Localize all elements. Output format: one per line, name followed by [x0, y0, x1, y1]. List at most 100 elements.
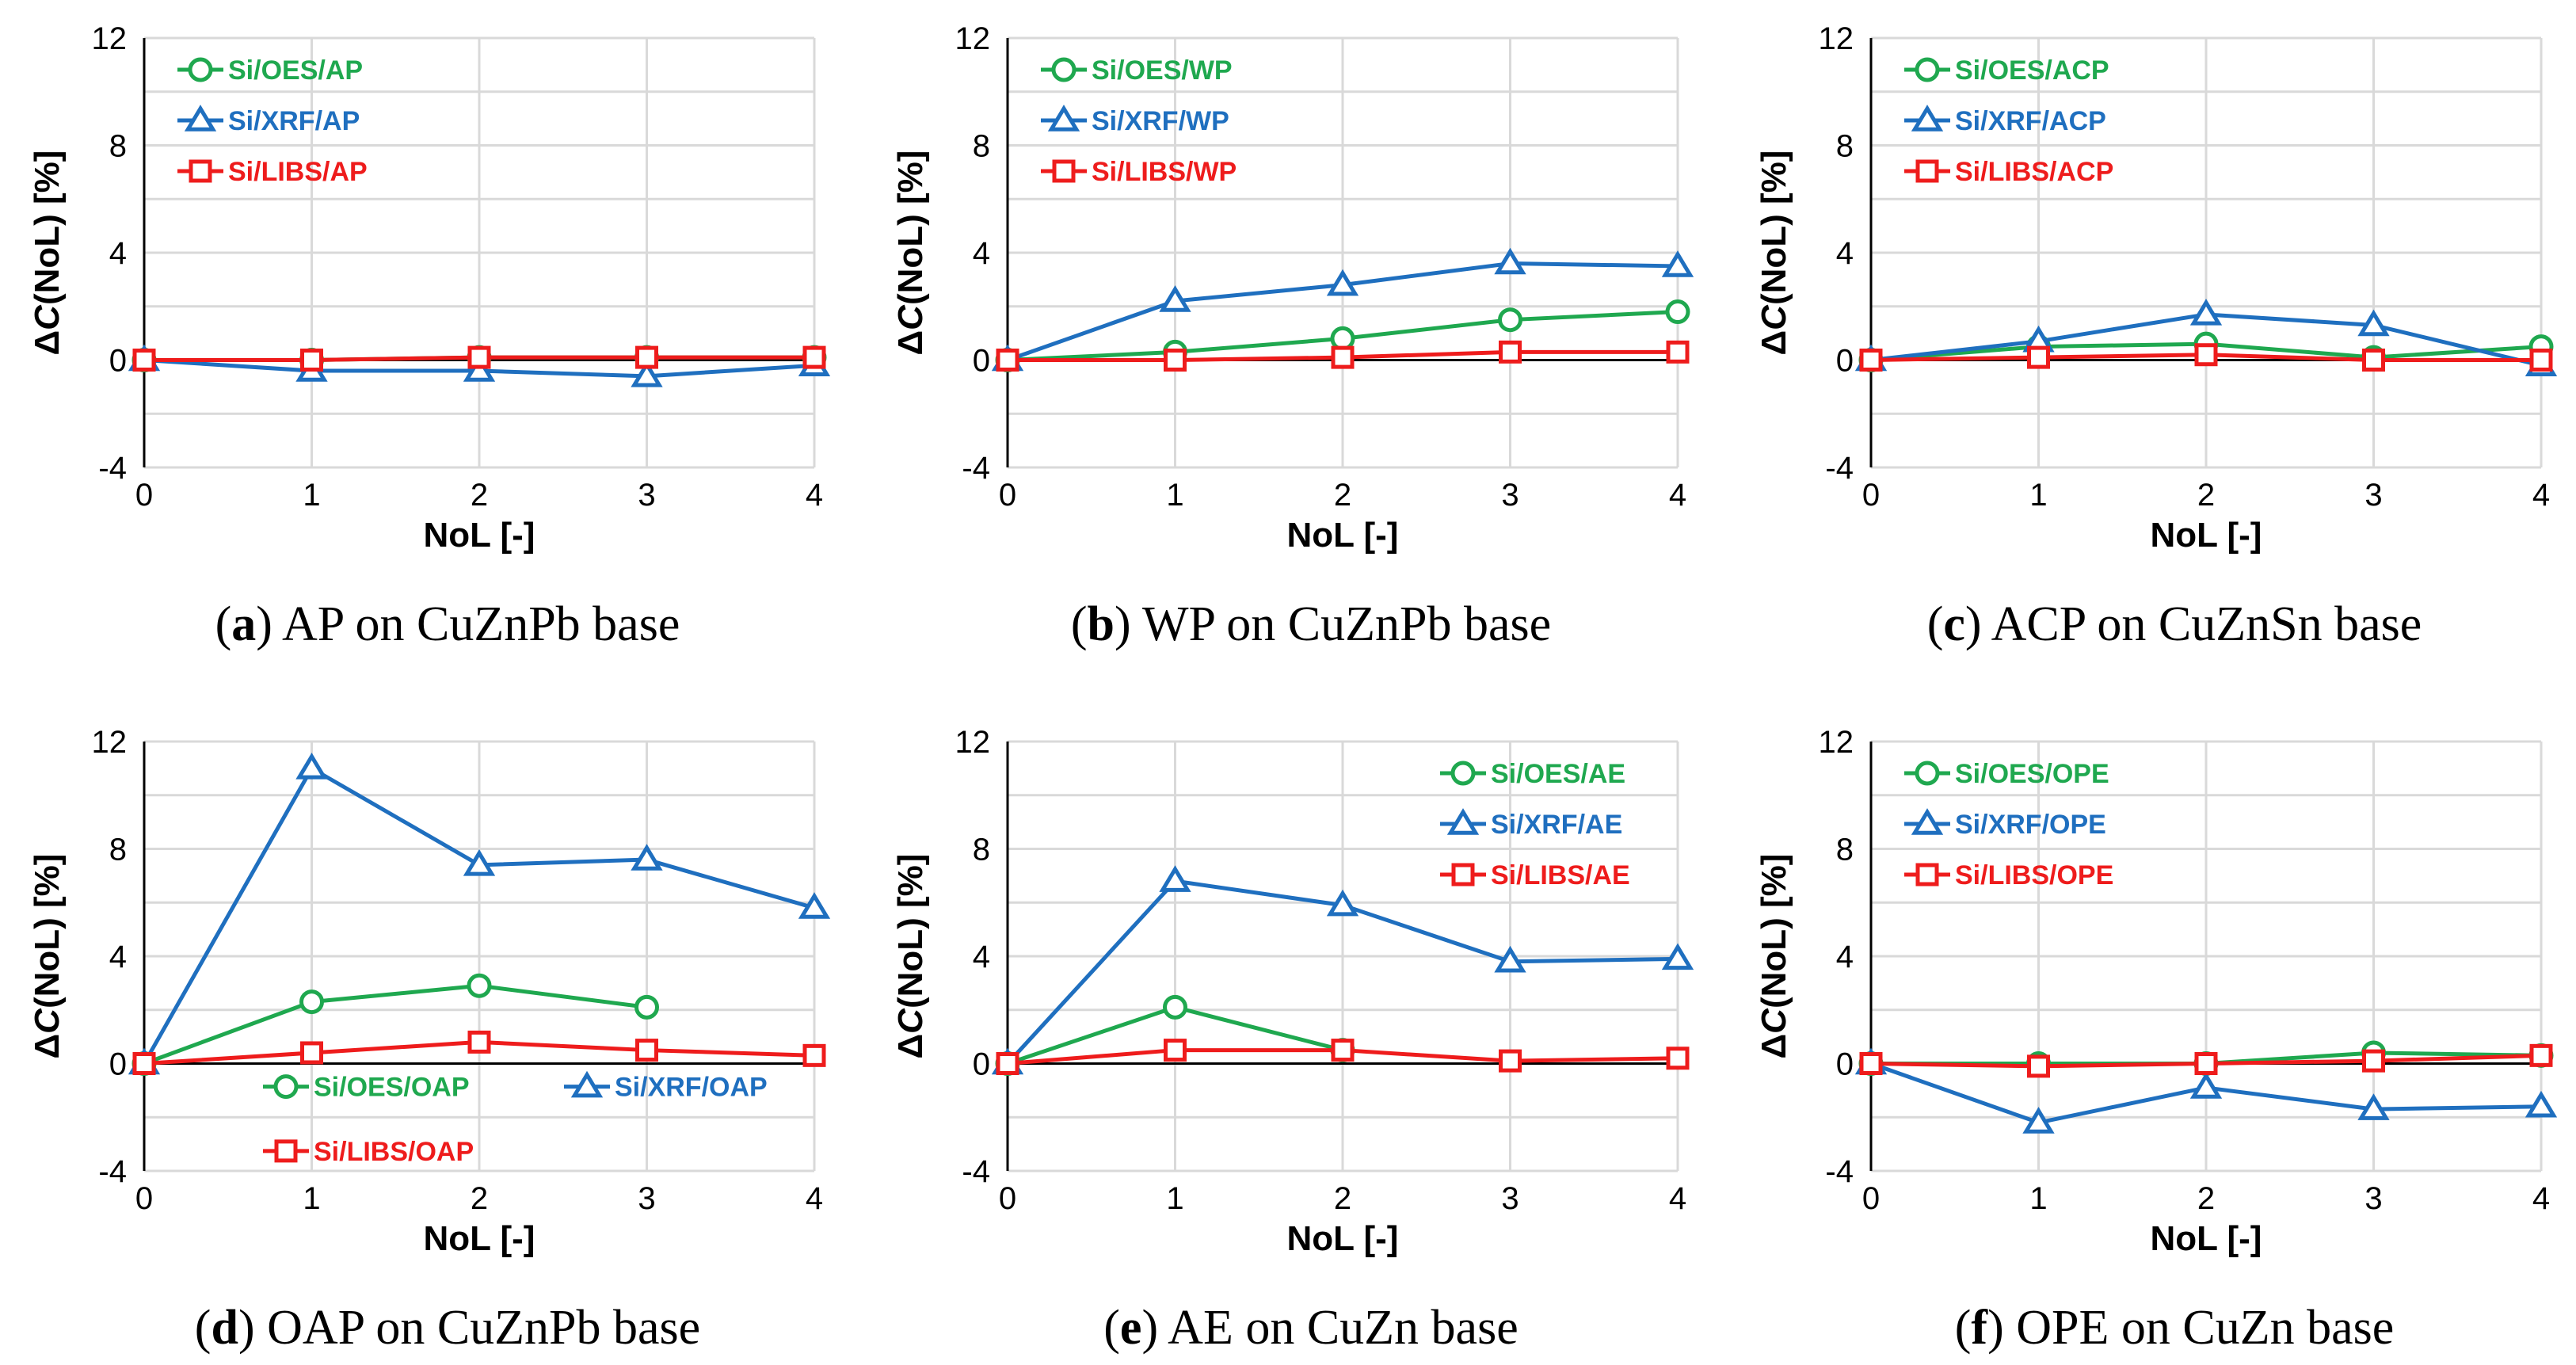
legend-marker: [1911, 808, 1944, 835]
x-tick-label: 2: [1334, 1181, 1351, 1216]
data-point-xrf: [2189, 1072, 2223, 1099]
data-point-libs: [802, 345, 826, 369]
x-tick-label: 3: [638, 1181, 655, 1216]
panel-caption: (e) AE on CuZn base: [1103, 1301, 1518, 1355]
legend-marker: [1047, 105, 1080, 132]
data-point-xrf: [2189, 299, 2223, 326]
data-point-libs: [132, 349, 156, 372]
y-tick-label: 0: [1836, 1047, 1854, 1082]
legend-label: Si/OES/WP: [1092, 55, 1233, 86]
data-point-xrf: [1326, 889, 1359, 917]
data-point-xrf: [2357, 309, 2390, 337]
y-tick-label: 4: [109, 940, 127, 974]
legend-label: Si/XRF/OAP: [615, 1073, 768, 1103]
data-point-libs: [1164, 349, 1187, 372]
data-point-xrf: [2357, 1093, 2390, 1120]
legend-label: Si/LIBS/AE: [1491, 860, 1630, 890]
legend-label: Si/OES/OAP: [314, 1073, 470, 1103]
data-point-libs: [635, 1039, 658, 1062]
panel-caption: (f) OPE on CuZn base: [1955, 1301, 2394, 1355]
data-point-xrf: [295, 753, 328, 780]
y-tick-label: -4: [1825, 1154, 1854, 1189]
x-tick-label: 3: [2365, 1181, 2382, 1216]
data-point-libs: [1164, 1039, 1187, 1062]
x-axis-title: NoL [-]: [1287, 1219, 1399, 1258]
y-tick-label: 0: [1836, 344, 1854, 379]
y-tick-label: 8: [1836, 129, 1854, 164]
y-tick-label: 8: [1836, 833, 1854, 867]
panel-caption: (c) ACP on CuZnSn base: [1927, 597, 2422, 651]
x-axis-title: NoL [-]: [424, 1219, 535, 1258]
y-axis-title: ΔC(NoL) [%]: [28, 151, 67, 356]
x-tick-label: 2: [471, 478, 488, 513]
x-tick-label: 4: [806, 1181, 823, 1216]
panel-caption: (d) OAP on CuZnPb base: [195, 1301, 700, 1355]
data-point-libs: [2529, 1043, 2553, 1067]
x-axis-title: NoL [-]: [424, 516, 535, 555]
data-point-libs: [2362, 349, 2385, 372]
data-point-libs: [132, 1052, 156, 1075]
data-point-libs: [1859, 349, 1883, 372]
x-tick-label: 4: [1669, 478, 1686, 513]
y-tick-label: 8: [973, 129, 990, 164]
data-point-libs: [802, 1043, 826, 1067]
data-point-libs: [2194, 1052, 2218, 1075]
data-point-oes: [1163, 994, 1187, 1020]
x-axis-title: NoL [-]: [2151, 516, 2262, 555]
data-point-libs: [635, 345, 658, 369]
data-point-libs: [1499, 1049, 1522, 1073]
legend-marker: [570, 1070, 604, 1098]
y-tick-label: 4: [1836, 940, 1854, 974]
x-tick-label: 3: [638, 478, 655, 513]
x-tick-label: 1: [303, 1181, 320, 1216]
data-point-oes: [1330, 326, 1355, 351]
panel-caption: (b) WP on CuZnPb base: [1071, 597, 1551, 651]
y-tick-label: -4: [1825, 451, 1854, 486]
y-tick-label: 0: [109, 1047, 127, 1082]
panel-caption: (a) AP on CuZnPb base: [215, 597, 680, 651]
y-tick-label: 12: [1819, 725, 1854, 760]
legend-marker: [273, 1074, 299, 1100]
legend-marker: [188, 57, 213, 82]
y-tick-label: 4: [973, 236, 990, 271]
data-point-xrf: [1661, 943, 1694, 970]
y-tick-label: 8: [973, 833, 990, 867]
y-tick-label: -4: [962, 451, 990, 486]
x-tick-label: 2: [2197, 478, 2215, 513]
x-tick-label: 2: [471, 1181, 488, 1216]
data-point-libs: [2529, 349, 2553, 372]
legend-marker: [1915, 863, 1939, 886]
y-tick-label: 0: [973, 344, 990, 379]
legend-label: Si/LIBS/OPE: [1955, 860, 2113, 890]
y-tick-label: 4: [109, 236, 127, 271]
data-point-xrf: [2525, 1090, 2558, 1118]
data-point-libs: [2362, 1049, 2385, 1073]
data-point-libs: [467, 1030, 491, 1054]
data-point-libs: [2194, 343, 2218, 367]
y-axis-title: ΔC(NoL) [%]: [1755, 854, 1793, 1059]
data-point-xrf: [1661, 250, 1694, 277]
data-point-libs: [300, 349, 323, 372]
data-point-xrf: [1159, 865, 1191, 892]
data-point-libs: [996, 1052, 1019, 1075]
y-tick-label: -4: [98, 1154, 127, 1189]
data-point-libs: [1331, 1039, 1355, 1062]
x-tick-label: 0: [1862, 478, 1880, 513]
legend-label: Si/OES/AP: [228, 55, 363, 86]
data-point-libs: [996, 349, 1019, 372]
legend-marker: [189, 159, 212, 183]
x-tick-label: 4: [2532, 478, 2550, 513]
legend-label: Si/LIBS/ACP: [1955, 157, 2113, 187]
data-point-libs: [300, 1041, 323, 1065]
y-tick-label: 4: [1836, 236, 1854, 271]
data-point-xrf: [1326, 269, 1359, 296]
data-point-libs: [1331, 345, 1355, 369]
legend-label: Si/OES/ACP: [1955, 55, 2109, 86]
x-tick-label: 0: [135, 478, 153, 513]
legend-marker: [1051, 57, 1077, 82]
y-tick-label: 12: [955, 21, 991, 56]
